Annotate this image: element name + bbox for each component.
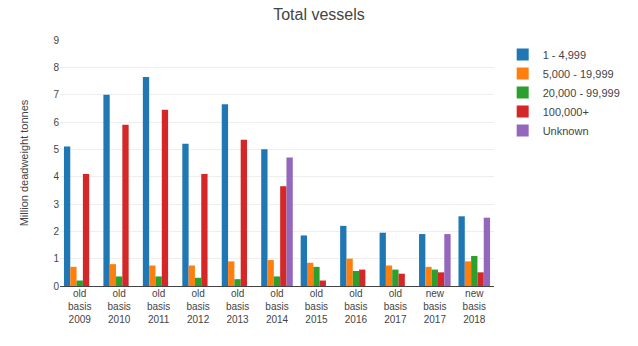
svg-text:7: 7 [53, 89, 59, 100]
svg-text:9: 9 [53, 35, 59, 46]
svg-text:oldbasis2012: oldbasis2012 [186, 288, 209, 325]
svg-text:1: 1 [53, 253, 59, 264]
svg-text:oldbasis2009: oldbasis2009 [68, 288, 91, 325]
svg-text:5,000 - 19,999: 5,000 - 19,999 [543, 68, 614, 80]
svg-text:newbasis2018: newbasis2018 [463, 288, 486, 325]
svg-text:oldbasis2010: oldbasis2010 [108, 288, 131, 325]
svg-text:100,000+: 100,000+ [543, 106, 589, 118]
svg-text:0: 0 [53, 281, 59, 292]
svg-text:20,000 - 99,999: 20,000 - 99,999 [543, 87, 620, 99]
svg-text:oldbasis2015: oldbasis2015 [305, 288, 328, 325]
svg-text:newbasis2017: newbasis2017 [423, 288, 446, 325]
svg-text:Million deadweight tonnes: Million deadweight tonnes [18, 99, 30, 226]
svg-text:Unknown: Unknown [543, 125, 589, 137]
svg-text:3: 3 [53, 199, 59, 210]
svg-text:1 - 4,999: 1 - 4,999 [543, 49, 586, 61]
svg-text:oldbasis2017: oldbasis2017 [384, 288, 407, 325]
svg-text:Total vessels: Total vessels [273, 6, 365, 23]
svg-text:5: 5 [53, 144, 59, 155]
svg-text:oldbasis2014: oldbasis2014 [265, 288, 288, 325]
svg-text:oldbasis2011: oldbasis2011 [147, 288, 170, 325]
svg-text:6: 6 [53, 117, 59, 128]
svg-text:8: 8 [53, 62, 59, 73]
svg-text:oldbasis2013: oldbasis2013 [226, 288, 249, 325]
svg-text:oldbasis2016: oldbasis2016 [344, 288, 367, 325]
svg-text:2: 2 [53, 226, 59, 237]
svg-text:4: 4 [53, 171, 59, 182]
